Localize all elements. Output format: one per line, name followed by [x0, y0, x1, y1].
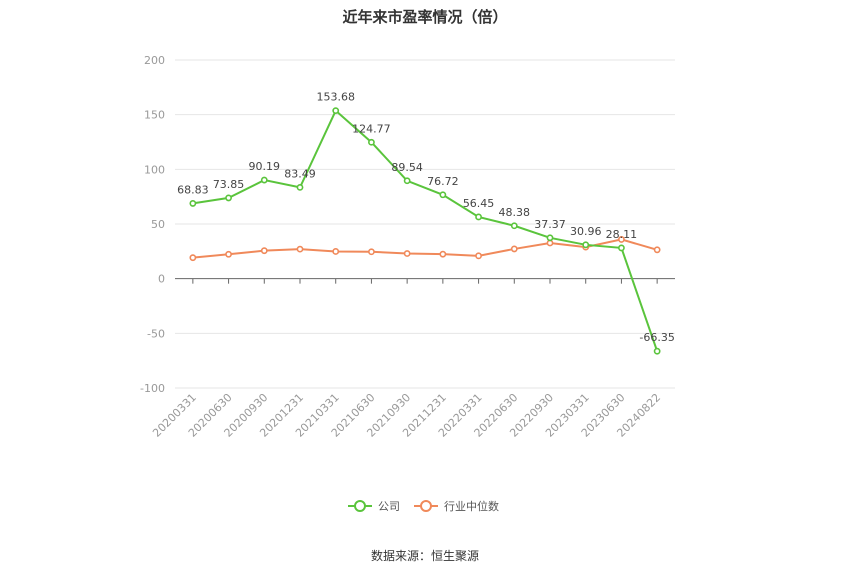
data-label: 153.68 [316, 91, 355, 104]
data-point[interactable] [332, 248, 340, 255]
data-point[interactable] [475, 252, 482, 260]
data-label: 37.37 [534, 218, 566, 231]
data-point[interactable] [368, 138, 375, 146]
data-label: 124.77 [352, 122, 391, 135]
data-point[interactable] [403, 250, 411, 257]
series-layer [189, 107, 661, 355]
legend-item-1[interactable]: 行业中位数 [414, 499, 499, 513]
axes: 200150100500-50-100202003312020063020200… [140, 54, 675, 440]
legend-swatch-marker [420, 500, 432, 512]
data-point[interactable] [260, 176, 268, 184]
data-point[interactable] [296, 183, 304, 191]
data-point[interactable] [189, 200, 197, 207]
data-label: 83.49 [284, 167, 316, 180]
legend-swatch-marker [354, 500, 366, 512]
grid-lines [175, 59, 675, 389]
series-line-1 [192, 238, 658, 259]
y-tick-label: -50 [147, 327, 165, 340]
data-point[interactable] [225, 194, 232, 202]
y-tick-label: 100 [144, 163, 165, 176]
y-tick-label: 150 [144, 109, 165, 122]
legend-label: 行业中位数 [444, 499, 499, 513]
y-tick-label: 0 [158, 273, 165, 286]
data-point[interactable] [296, 245, 304, 253]
legend[interactable]: 公司 行业中位数 [348, 499, 499, 513]
data-label: 30.96 [570, 225, 602, 238]
data-label: 89.54 [391, 161, 423, 174]
data-point[interactable] [546, 234, 554, 242]
source-note: 数据来源：恒生聚源 [370, 549, 479, 563]
data-point[interactable] [439, 250, 447, 258]
data-point[interactable] [332, 107, 340, 115]
chart-title: 近年来市盈率情况（倍） [342, 8, 508, 26]
data-label: 68.83 [177, 183, 209, 196]
data-point[interactable] [403, 177, 411, 185]
data-label: -66.35 [639, 331, 674, 344]
y-tick-label: -100 [140, 382, 165, 395]
data-point[interactable] [189, 254, 197, 262]
data-label: 76.72 [427, 175, 459, 188]
data-point[interactable] [225, 250, 232, 258]
data-label: 90.19 [249, 160, 281, 173]
data-point[interactable] [653, 347, 661, 355]
data-label: 48.38 [499, 206, 531, 219]
data-point[interactable] [618, 236, 625, 243]
legend-label: 公司 [378, 500, 400, 513]
data-label: 56.45 [463, 197, 495, 210]
data-point[interactable] [653, 246, 661, 254]
legend-item-0[interactable]: 公司 [348, 500, 400, 513]
data-point[interactable] [510, 222, 518, 230]
data-point[interactable] [368, 248, 375, 256]
data-point[interactable] [475, 213, 482, 221]
series-line-0 [192, 109, 659, 352]
y-tick-label: 200 [144, 54, 165, 67]
data-point[interactable] [510, 245, 518, 253]
data-label: 28.11 [606, 228, 638, 241]
data-point[interactable] [439, 191, 447, 199]
data-point[interactable] [582, 241, 590, 249]
y-tick-label: 50 [151, 218, 165, 231]
data-point[interactable] [260, 247, 268, 255]
data-label: 73.85 [213, 178, 245, 191]
data-point[interactable] [618, 244, 625, 252]
